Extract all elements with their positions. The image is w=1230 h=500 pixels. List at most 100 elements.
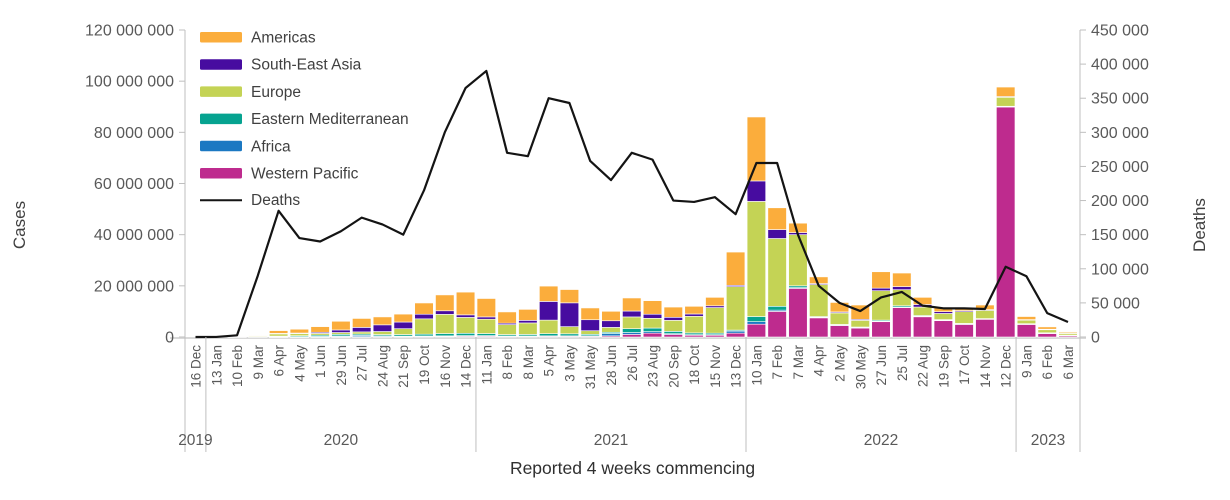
year-label: 2021: [594, 432, 628, 449]
date-label: 16 Nov: [438, 345, 453, 388]
bar-segment: [996, 106, 1016, 338]
date-label: 10 Feb: [230, 345, 245, 387]
date-label: 8 Feb: [500, 345, 515, 380]
bar-segment: [559, 333, 580, 337]
bar-segment: [455, 314, 476, 318]
bar-segment: [767, 238, 787, 307]
legend-label: Western Pacific: [251, 166, 359, 183]
bar-segment: [829, 325, 850, 338]
bar-segment: [746, 116, 766, 182]
bar-segment: [476, 298, 496, 318]
bar-segment: [663, 334, 683, 338]
bar-segment: [393, 328, 413, 335]
bar-segment: [414, 302, 434, 315]
date-label: 6 Mar: [1061, 345, 1076, 380]
date-label: 6 Feb: [1040, 345, 1055, 380]
date-label: 27 Jul: [355, 345, 370, 381]
left-axis-tick-label: 120 000 000: [85, 23, 174, 40]
bar-segment: [871, 271, 891, 289]
date-label: 28 Jun: [604, 345, 619, 386]
date-label: 25 Jul: [895, 345, 910, 381]
bar-segment: [642, 332, 663, 338]
date-label: 14 Nov: [978, 345, 993, 388]
date-label: 29 Jun: [334, 345, 349, 386]
bar-segment: [601, 333, 621, 337]
date-label: 30 May: [853, 345, 868, 390]
date-label: 21 Sep: [396, 345, 411, 388]
legend-label: Americas: [251, 30, 316, 47]
bar-segment: [726, 251, 746, 286]
bar-segment: [788, 288, 808, 338]
bar-segment: [331, 320, 351, 331]
bar-segment: [767, 311, 787, 338]
left-axis-tick-label: 0: [165, 330, 174, 347]
bar-segment: [996, 96, 1016, 107]
bar-segment: [455, 317, 476, 334]
bar-segment: [393, 313, 413, 323]
bar-segment: [497, 324, 517, 335]
legend-swatch-americas: [200, 32, 242, 43]
right-axis-tick-label: 50 000: [1091, 295, 1140, 312]
bar-segment: [518, 320, 538, 324]
bar-segment: [248, 335, 268, 337]
legend-swatch-south-east-asia: [200, 59, 242, 70]
bar-segment: [642, 327, 663, 332]
bar-segment: [435, 314, 455, 334]
bar-segment: [539, 301, 559, 321]
bar-segment: [705, 307, 725, 334]
date-label: 19 Sep: [936, 345, 951, 388]
bar-segment: [372, 316, 393, 326]
date-label: 31 May: [583, 345, 598, 390]
date-label: 10 Jan: [749, 345, 764, 386]
bar-segment: [642, 300, 663, 315]
date-label: 6 Apr: [272, 345, 287, 377]
date-label: 8 Mar: [521, 345, 536, 380]
bar-segment: [352, 318, 372, 328]
bar-segment: [767, 229, 787, 239]
date-label: 4 Apr: [812, 345, 827, 377]
bar-segment: [268, 330, 289, 334]
bar-segment: [352, 327, 372, 333]
legend-label: South-East Asia: [251, 57, 362, 74]
bar-segment: [580, 307, 600, 321]
bar-segment: [372, 324, 393, 332]
legend-swatch-western-pacific: [200, 168, 242, 179]
bar-segment: [892, 286, 912, 290]
bar-segment: [622, 310, 642, 318]
date-label: 13 Dec: [729, 345, 744, 388]
bar-segment: [746, 321, 766, 325]
date-label: 27 Jun: [874, 345, 889, 386]
bar-segment: [352, 331, 372, 335]
date-label: 3 May: [562, 345, 577, 382]
legend-label: Deaths: [251, 192, 300, 209]
right-axis-tick-label: 250 000: [1091, 159, 1149, 176]
date-label: 19 Oct: [417, 345, 432, 385]
date-label: 16 Dec: [189, 345, 204, 388]
bar-segment: [622, 328, 642, 333]
bar-segment: [726, 332, 746, 338]
bar-segment: [455, 332, 476, 336]
bar-segment: [372, 331, 393, 335]
deaths-line: [195, 69, 1069, 339]
date-label: 14 Dec: [459, 345, 474, 388]
left-axis-tick-label: 40 000 000: [94, 227, 174, 244]
bar-segment: [289, 328, 309, 334]
bar-segment: [809, 276, 829, 284]
bar-segment: [684, 315, 704, 334]
right-axis-tick-label: 300 000: [1091, 125, 1149, 142]
bar-segment: [539, 333, 559, 337]
right-axis-tick-label: 0: [1091, 330, 1100, 347]
bar-segment: [1058, 331, 1078, 334]
bar-segment: [892, 272, 912, 287]
bar-segment: [954, 311, 974, 324]
date-label: 4 May: [292, 345, 307, 382]
date-label: 17 Oct: [957, 345, 972, 385]
date-label: 9 Mar: [251, 345, 266, 380]
bar-segment: [497, 311, 517, 324]
bar-segment: [850, 320, 870, 328]
bar-segment: [746, 323, 766, 338]
bar-segment: [726, 286, 746, 331]
bar-segment: [1016, 323, 1037, 338]
bar-segment: [435, 310, 455, 315]
bar-segment: [663, 306, 683, 318]
